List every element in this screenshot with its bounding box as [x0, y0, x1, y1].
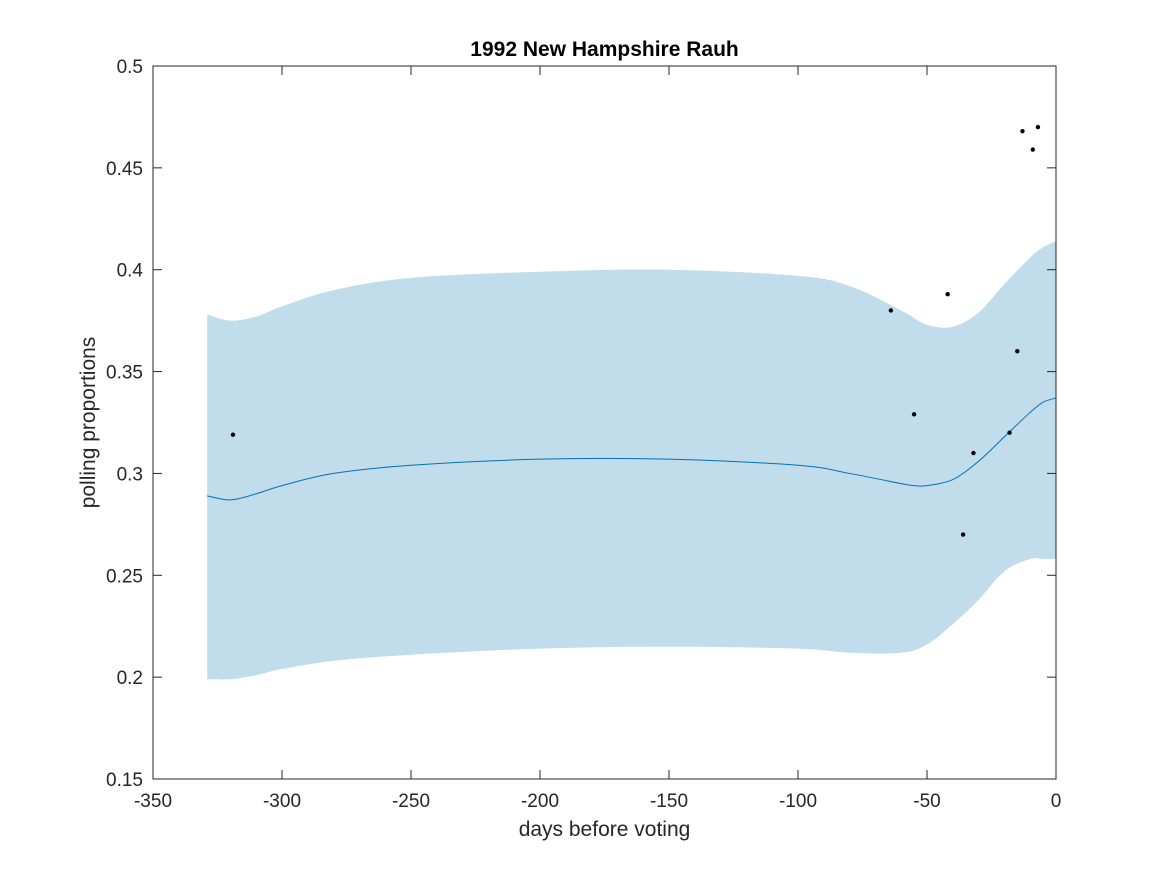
axes: -350 -300 -250 -200 -150 -100 -50 0 0.15 0.2 0.25 0… — [106, 57, 1061, 812]
x-tick-label: -150 — [650, 791, 688, 812]
y-tick-label: 0.45 — [106, 159, 143, 180]
confidence-band — [207, 241, 1056, 680]
poll-point — [1030, 147, 1035, 152]
chart-title: 1992 New Hampshire Rauh — [470, 38, 738, 61]
y-tick-label: 0.4 — [117, 261, 144, 282]
poll-point — [230, 432, 236, 437]
poll-point — [1035, 124, 1041, 130]
x-tick-label: -350 — [134, 791, 172, 812]
x-tick-label: -300 — [263, 791, 301, 812]
y-tick-label: 0.5 — [117, 57, 143, 78]
y-tick-label: 0.25 — [106, 566, 143, 587]
poll-point — [1007, 430, 1012, 435]
mean-line-layer — [207, 397, 1057, 501]
y-tick-label: 0.15 — [106, 770, 143, 791]
x-tick-label: -50 — [913, 791, 940, 812]
poll-point — [960, 532, 966, 537]
poll-point — [1020, 128, 1025, 134]
confidence-band-layer — [207, 241, 1056, 680]
poll-points-layer — [230, 124, 1041, 537]
x-tick-label: -250 — [392, 791, 430, 812]
poll-point — [971, 450, 976, 456]
poll-point — [888, 308, 894, 313]
x-tick-label: 0 — [1051, 791, 1062, 812]
poll-point — [911, 412, 917, 417]
poll-point — [1015, 349, 1020, 354]
x-axis-label: days before voting — [519, 818, 691, 841]
poll-point — [945, 291, 950, 297]
y-axis-label: polling proportions — [77, 337, 100, 509]
x-tick-label: -200 — [521, 791, 559, 812]
x-tick-label: -100 — [779, 791, 817, 812]
axes-box — [152, 65, 1057, 780]
y-tick-label: 0.35 — [106, 363, 143, 384]
y-tick-label: 0.2 — [117, 668, 143, 689]
y-tick-label: 0.3 — [117, 464, 143, 485]
mean-line — [207, 397, 1057, 501]
